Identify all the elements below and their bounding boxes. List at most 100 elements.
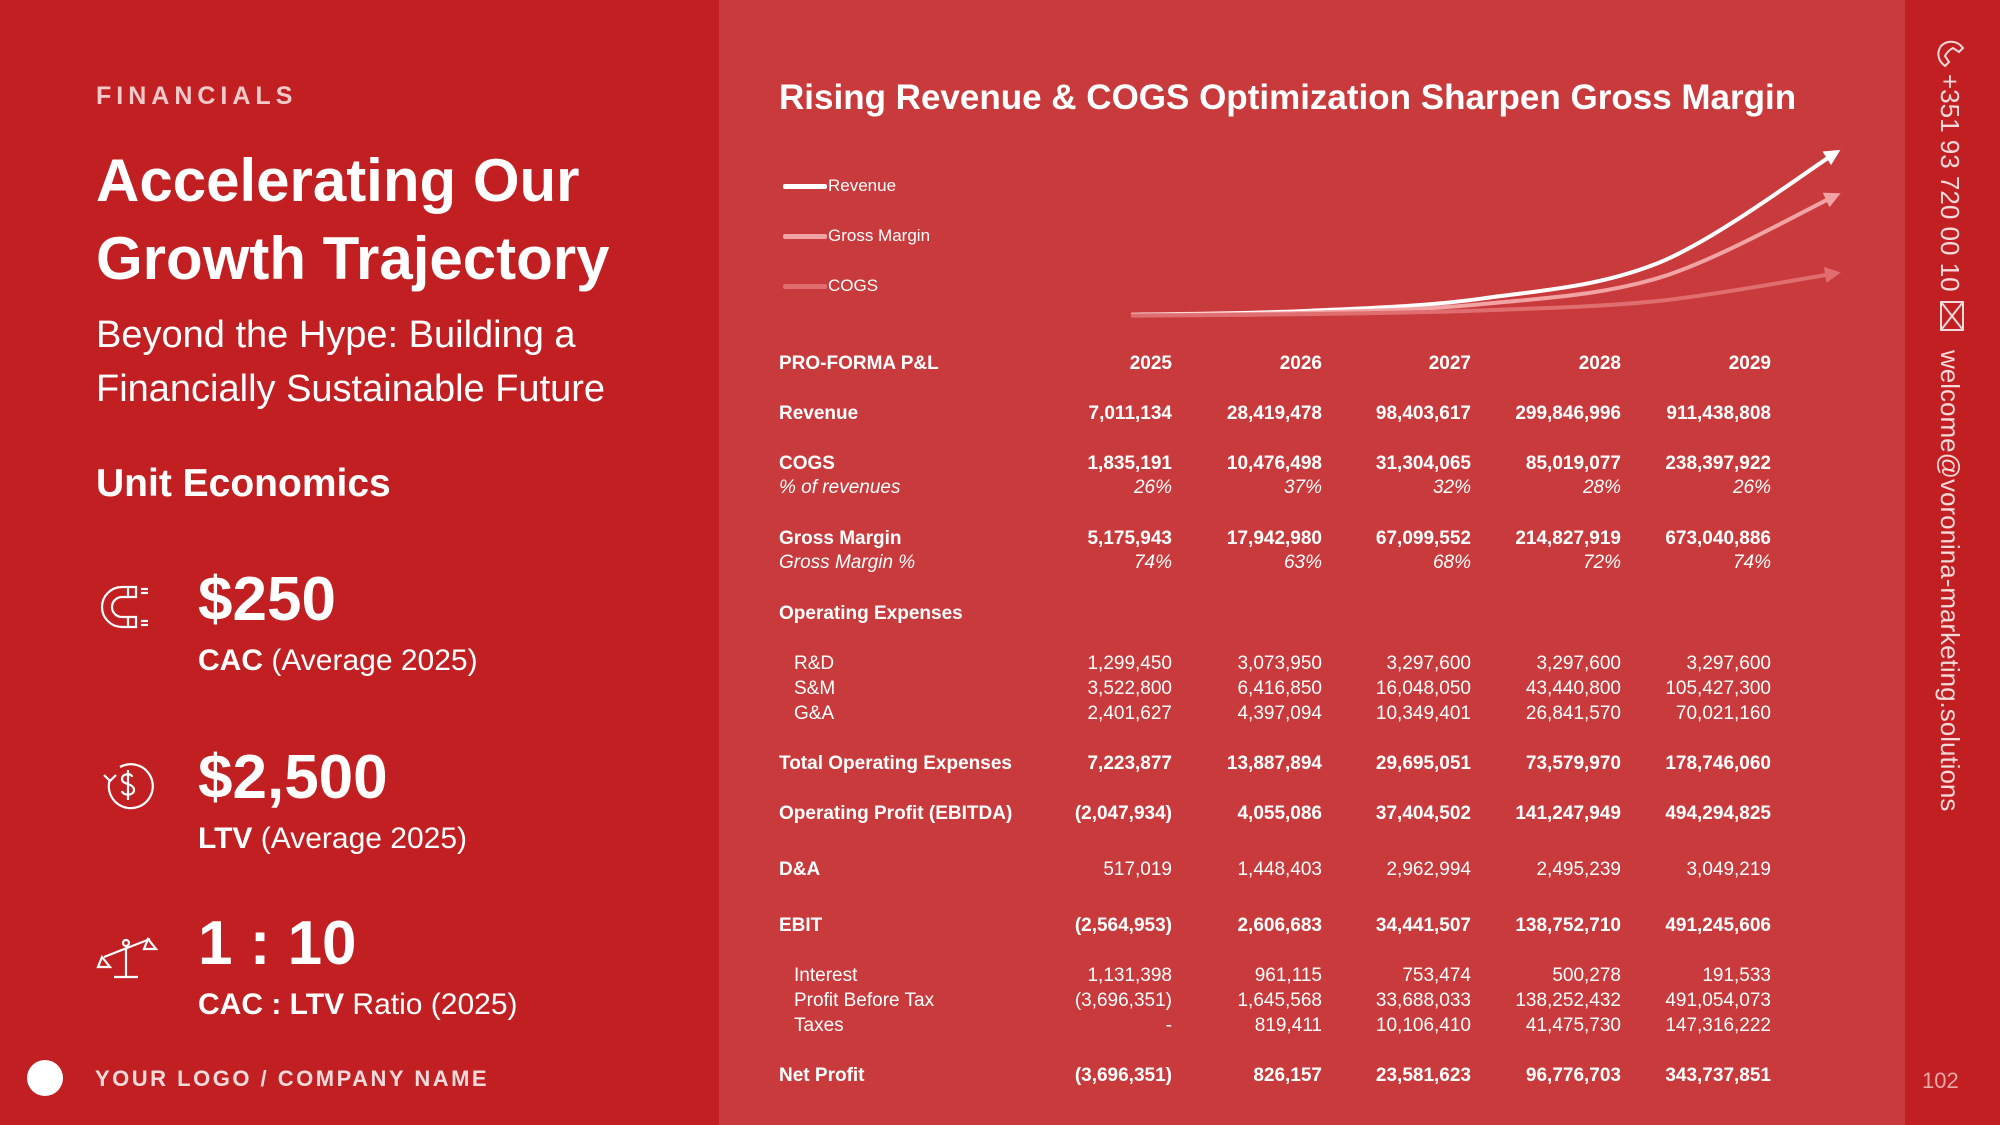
table-cell: 85,019,077 <box>1525 453 1621 474</box>
series-arrow-gross-margin <box>1822 192 1841 208</box>
email-address[interactable]: welcome@voronina-marketing.solutions <box>1935 350 1965 812</box>
series-arrow-revenue <box>1822 149 1841 166</box>
table-row: D&A 517,019 1,448,403 2,962,994 2,495,239 3,0… <box>779 859 1839 885</box>
table-cell: 753,474 <box>1402 965 1471 986</box>
table-row: S&M 3,522,800 6,416,850 16,048,050 43,440,80… <box>779 678 1839 704</box>
table-header: PRO-FORMA P&L 2025 2026 2027 2028 2029 <box>779 353 1839 379</box>
table-cell: 37,404,502 <box>1375 803 1471 824</box>
table-cell: 1,448,403 <box>1237 859 1322 880</box>
table-cell: 32% <box>1432 477 1471 498</box>
table-cell: 2,606,683 <box>1237 915 1322 936</box>
table-cell: 6,416,850 <box>1237 678 1322 699</box>
table-cell: 98,403,617 <box>1375 403 1471 424</box>
chart-title: Rising Revenue & COGS Optimization Sharp… <box>779 78 1797 117</box>
legend-item-gross-margin: Gross Margin <box>783 225 983 245</box>
table-cell: (3,696,351) <box>1074 990 1172 1011</box>
legend-item-cogs: COGS <box>783 275 983 295</box>
row-label: D&A <box>779 859 821 880</box>
legend-label: COGS <box>828 276 879 295</box>
row-label: S&M <box>794 678 836 699</box>
table-cell: 491,245,606 <box>1665 915 1771 936</box>
table-cell: 299,846,996 <box>1515 403 1621 424</box>
table-cell: 37% <box>1283 477 1322 498</box>
metric-label: LTV (Average 2025) <box>198 822 468 855</box>
table-cell: 3,073,950 <box>1237 653 1322 674</box>
table-cell: 961,115 <box>1254 965 1322 986</box>
table-cell: 10,476,498 <box>1226 453 1322 474</box>
table-cell: (2,047,934) <box>1074 803 1172 824</box>
metric-ltv: $2,500 LTV (Average 2025) <box>96 743 676 863</box>
table-cell: 23,581,623 <box>1375 1065 1471 1086</box>
table-cell: 72% <box>1582 552 1621 573</box>
table-cell: 10,106,410 <box>1375 1015 1471 1036</box>
row-label: Revenue <box>779 403 859 424</box>
table-cell: 4,055,086 <box>1237 803 1322 824</box>
section-eyebrow: FINANCIALS <box>96 82 298 110</box>
table-row: Taxes - 819,411 10,106,410 41,475,730 147,316… <box>779 1015 1839 1041</box>
row-label: G&A <box>794 703 835 724</box>
table-row: Total Operating Expenses 7,223,877 13,887,… <box>779 753 1839 779</box>
table-cell: 1,299,450 <box>1087 653 1172 674</box>
table-cell: 63% <box>1283 552 1322 573</box>
legend-swatch <box>783 284 827 289</box>
phone-number[interactable]: +351 93 720 00 10 <box>1935 74 1965 292</box>
legend-label: Gross Margin <box>828 226 931 245</box>
table-cell: 10,349,401 <box>1375 703 1471 724</box>
row-label: Interest <box>794 965 858 986</box>
dollar-cycle-icon <box>96 755 158 817</box>
table-cell: 517,019 <box>1103 859 1172 880</box>
table-cell: 2,401,627 <box>1087 703 1172 724</box>
logo-mark <box>27 1060 63 1096</box>
metric-cac: $250 CAC (Average 2025) <box>96 565 676 685</box>
table-cell: 138,752,710 <box>1515 915 1621 936</box>
table-cell: 26,841,570 <box>1525 703 1621 724</box>
table-cell: 1,645,568 <box>1237 990 1322 1011</box>
table-row: Gross Margin % 74% 63% 68% 72% 74% <box>779 552 1839 578</box>
row-label: Operating Profit (EBITDA) <box>779 803 1013 824</box>
table-cell: 68% <box>1432 552 1471 573</box>
table-header-year: 2026 <box>1279 353 1322 374</box>
table-row: Gross Margin 5,175,943 17,942,980 67,099,55… <box>779 528 1839 554</box>
table-cell: 2,962,994 <box>1386 859 1471 880</box>
row-label: Net Profit <box>779 1065 865 1086</box>
row-label: Gross Margin <box>779 528 902 549</box>
table-cell: 26% <box>1133 477 1172 498</box>
table-header-year: 2025 <box>1129 353 1172 374</box>
phone-icon <box>1935 38 1971 79</box>
table-cell: 17,942,980 <box>1226 528 1322 549</box>
table-row: EBIT (2,564,953) 2,606,683 34,441,507 138,75… <box>779 915 1839 941</box>
table-row: R&D 1,299,450 3,073,950 3,297,600 3,297,600 3… <box>779 653 1839 679</box>
table-row: COGS 1,835,191 10,476,498 31,304,065 85,019,… <box>779 453 1839 479</box>
metric-ratio: 1 : 10 CAC : LTV Ratio (2025) <box>96 909 676 1029</box>
row-label: Operating Expenses <box>779 603 963 624</box>
table-cell: 67,099,552 <box>1375 528 1471 549</box>
table-cell: 819,411 <box>1254 1015 1322 1036</box>
unit-economics-title: Unit Economics <box>96 462 391 505</box>
page-title: Accelerating Our Growth Trajectory <box>96 147 610 292</box>
page-subtitle: Beyond the Hype: Building a Financially … <box>96 314 606 410</box>
metric-label: CAC : LTV Ratio (2025) <box>198 988 518 1021</box>
series-line-cogs <box>1130 271 1838 318</box>
table-cell: 4,397,094 <box>1237 703 1322 724</box>
left-panel: FINANCIALS Accelerating Our Growth Traje… <box>0 0 719 1125</box>
row-label: Taxes <box>794 1015 844 1036</box>
table-header-year: 2028 <box>1578 353 1621 374</box>
legend-item-revenue: Revenue <box>783 175 983 195</box>
row-label: Total Operating Expenses <box>779 753 1012 774</box>
table-cell: 74% <box>1732 552 1771 573</box>
table-cell: 74% <box>1133 552 1172 573</box>
magnet-icon <box>96 577 158 639</box>
table-cell: 28% <box>1582 477 1621 498</box>
legend-label: Revenue <box>828 176 897 195</box>
table-cell: 7,011,134 <box>1088 403 1172 424</box>
series-arrow-cogs <box>1823 267 1841 283</box>
contact-strip: +351 93 720 00 10 welcome@voronina-marke… <box>1905 0 2000 1125</box>
table-row: G&A 2,401,627 4,397,094 10,349,401 26,841,57… <box>779 703 1839 729</box>
table-cell: (2,564,953) <box>1074 915 1172 936</box>
table-header-label: PRO-FORMA P&L <box>779 353 939 374</box>
table-cell: 214,827,919 <box>1515 528 1621 549</box>
table-cell: 31,304,065 <box>1375 453 1471 474</box>
metric-label: CAC (Average 2025) <box>198 644 478 677</box>
table-cell: 1,835,191 <box>1087 453 1172 474</box>
table-cell: 826,157 <box>1253 1065 1322 1086</box>
